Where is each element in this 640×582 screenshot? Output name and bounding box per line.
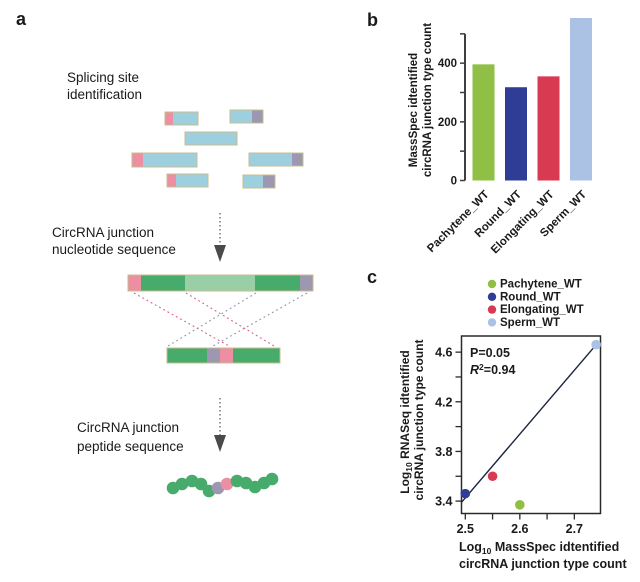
panel-b-bar-chart: b MassSpec idtentified circRNA junction ty… [367,10,592,256]
splice-mapping-dotted-line-2 [212,292,308,347]
b-y-tick-label: 400 [438,58,457,70]
sequencing-read-5-segment-read_blue [249,153,292,166]
splice-mapping-dotted-line-1 [133,292,230,347]
b-y-axis-label-line1: MassSpec idtentified [408,53,420,167]
nucleotide-sequence-bar-segment-pink [128,275,141,291]
sequencing-read-2-segment-gray [252,110,263,123]
sequencing-read-5-segment-gray [292,153,303,166]
bar-Sperm_WT [570,17,592,181]
peptide-bead-7 [220,477,234,491]
c-y-tick-label: 3.4 [435,495,452,509]
c-x-tick-label: 2.6 [511,522,528,536]
c-y-axis-label-line1: Log10 RNASeq idtentified [398,350,414,493]
legend-dot-Elongating_WT [487,305,497,314]
b-y-tick-label: 0 [451,176,457,188]
sequencing-read-2-outline [229,109,264,124]
c-y-tick-label: 4.6 [435,346,452,360]
nucleotide-sequence-bar-segment-green_light [185,275,255,291]
peptide-bead-2 [175,477,189,491]
sequencing-read-1-outline [164,111,199,126]
nucleotide-sequence-bar-outline [127,274,314,292]
down-arrow-head-icon [214,245,226,262]
nucleotide-sequence-bar-segment-gray [300,275,313,291]
stats-r-squared: R2=0.94 [470,362,515,377]
scatter-point-Elongating_WT [487,471,498,482]
sequencing-read-4-segment-read_blue [143,153,197,167]
legend-label-Sperm_WT: Sperm_WT [500,317,560,329]
panel-c-scatter-plot: c Pachytene_WTRound_WTElongating_WTSperm_… [367,267,627,571]
legend-label-Elongating_WT: Elongating_WT [500,304,584,316]
step1-text-line2: identification [67,87,142,102]
sequencing-read-1-segment-read_blue [173,112,198,125]
legend-dot-Sperm_WT [487,318,497,327]
legend-dot-Pachytene_WT [487,279,497,289]
junction-sequence-bar-segment-green [233,348,280,363]
c-x-tick-label: 2.5 [457,522,474,536]
sequencing-read-3-segment-read_blue [185,132,237,145]
step3-text-line1: CircRNA junction [77,420,179,435]
sequencing-read-6-segment-pink [167,174,176,187]
legend-dot-Round_WT [487,292,497,301]
stats-p-value: P=0.05 [470,346,510,360]
junction-sequence-bar-segment-pink [220,348,233,363]
c-x-tick-label: 2.7 [566,522,583,536]
panel-c-label: c [367,267,377,287]
step2-text-line1: CircRNA junction [52,225,154,240]
sequencing-read-6-segment-read_blue [176,174,208,187]
bar-Pachytene_WT [472,64,495,181]
junction-sequence-bar-segment-gray [207,348,220,363]
panel-b-label: b [367,10,378,30]
sequencing-read-6-outline [166,173,209,188]
sequencing-read-5-outline [248,152,304,167]
sequencing-read-4-segment-pink [132,153,143,167]
sequencing-read-7-segment-read_blue [243,175,263,188]
step1-text-line1: Splicing site [67,70,139,85]
sequencing-read-2-segment-read_blue [230,110,252,123]
legend-label-Round_WT: Round_WT [500,291,561,303]
bar-Round_WT [505,87,527,181]
down-arrow-head-icon [214,435,226,452]
c-x-axis-label-line2: circRNA junction type count [459,557,627,571]
nucleotide-sequence-bar-segment-green [255,275,300,291]
sequencing-read-3-outline [184,131,238,146]
scatter-point-Sperm_WT [591,339,601,350]
c-y-tick-label: 3.8 [435,445,452,459]
panel-a-diagram: a Splicing site identification CircRNA junc… [16,9,314,498]
sequencing-read-7-segment-gray [263,175,275,188]
step3-text-line2: peptide sequence [77,439,184,454]
regression-line [460,341,599,503]
bar-Elongating_WT [537,76,560,181]
peptide-bead-12 [265,472,279,486]
b-y-tick-label: 200 [438,117,457,129]
scatter-point-Round_WT [460,488,471,499]
step2-text-line2: nucleotide sequence [52,242,176,257]
c-plot-box [460,335,602,515]
c-x-axis-label-line1: Log10 MassSpec idtentified [459,540,619,556]
nucleotide-sequence-bar-segment-green [141,275,185,291]
c-y-axis-label-line2: circRNA junction type count [412,340,426,501]
sequencing-read-7-outline [242,174,276,189]
sequencing-read-1-segment-pink [165,112,173,125]
b-y-axis-label-line2: circRNA junction type count [422,23,434,177]
panel-a-label: a [16,9,27,29]
c-y-tick-label: 4.2 [435,395,452,409]
junction-sequence-bar-outline [166,347,281,364]
sequencing-read-4-outline [131,152,198,168]
junction-sequence-bar-segment-green [167,348,207,363]
legend-label-Pachytene_WT: Pachytene_WT [500,279,582,291]
scatter-point-Pachytene_WT [515,500,525,510]
